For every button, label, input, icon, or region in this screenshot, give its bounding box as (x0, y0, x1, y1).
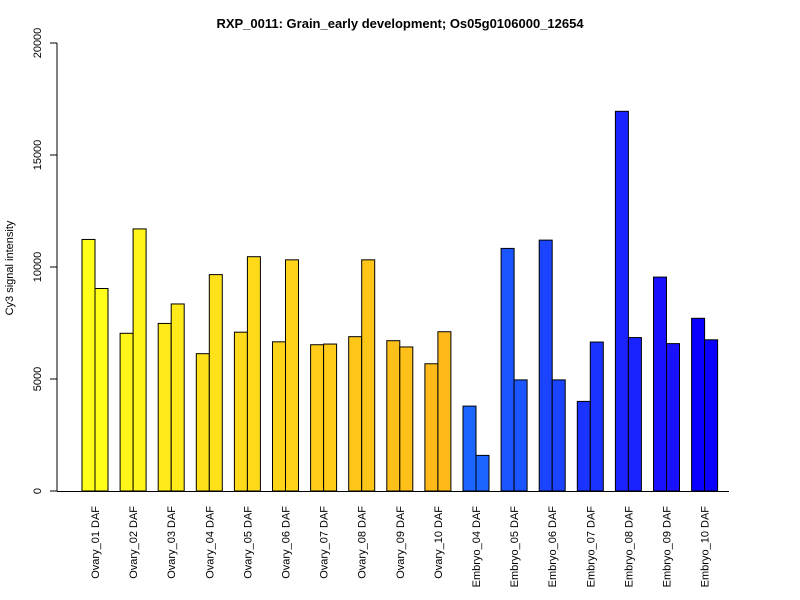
x-axis: Ovary_01 DAF Ovary_02 DAF Ovary_03 DAF Ovar… (57, 491, 729, 588)
y-tick-label: 20000 (32, 28, 44, 59)
y-tick-label: 0 (32, 488, 44, 494)
x-tick-label: Ovary_02 DAF (128, 506, 140, 579)
x-tick-label: Ovary_08 DAF (357, 506, 369, 579)
bar (399, 346, 414, 492)
bar (653, 276, 667, 492)
bar (666, 343, 680, 492)
bar (323, 343, 338, 492)
x-tick-label: Ovary_01 DAF (90, 506, 102, 579)
bar (386, 340, 401, 492)
bar (208, 274, 223, 492)
bar (310, 344, 325, 492)
x-tick-label: Embryo_05 DAF (509, 506, 521, 588)
x-tick-label: Ovary_07 DAF (319, 506, 331, 579)
bar (614, 110, 629, 492)
bar (157, 322, 172, 492)
bar (272, 341, 286, 492)
y-tick-label: 10000 (32, 252, 44, 283)
bar (538, 239, 553, 492)
x-tick-label: Embryo_07 DAF (585, 506, 597, 588)
y-tick-label: 15000 (32, 140, 44, 171)
bar (627, 337, 642, 492)
x-tick-label: Embryo_09 DAF (662, 506, 674, 588)
bar (513, 379, 528, 492)
bar (462, 405, 477, 492)
x-tick-label: Ovary_03 DAF (166, 506, 178, 579)
y-tick-label: 5000 (32, 367, 44, 391)
bar (551, 379, 566, 492)
bar (246, 256, 261, 492)
bars-group (81, 110, 719, 492)
x-tick-label: Ovary_05 DAF (242, 506, 254, 579)
bar (94, 288, 109, 492)
bar (348, 336, 363, 492)
bar (437, 331, 452, 492)
bar (589, 341, 604, 492)
bar (233, 331, 248, 492)
bar (170, 303, 185, 492)
x-tick-label: Ovary_09 DAF (395, 506, 407, 579)
bar (704, 339, 719, 492)
y-axis-label: Cy3 signal intensity (4, 220, 16, 315)
bar (475, 454, 490, 492)
x-tick-label: Embryo_08 DAF (623, 506, 635, 588)
bar (285, 259, 299, 492)
x-tick-label: Ovary_06 DAF (281, 506, 293, 579)
bar (424, 363, 439, 492)
chart-title: RXP_0011: Grain_early development; Os05g… (216, 16, 584, 31)
bar (195, 353, 210, 492)
bar (119, 332, 134, 492)
bar (691, 317, 706, 492)
bar (361, 259, 376, 492)
y-axis: 0 5000 10000 15000 20000 (32, 28, 58, 494)
x-tick-label: Embryo_06 DAF (547, 506, 559, 588)
bar (81, 238, 96, 492)
bar (500, 247, 515, 492)
bar (132, 228, 147, 492)
x-tick-label: Ovary_10 DAF (433, 506, 445, 579)
x-tick-label: Embryo_04 DAF (471, 506, 483, 588)
x-tick-label: Embryo_10 DAF (700, 506, 712, 588)
bar (576, 400, 591, 492)
x-tick-label: Ovary_04 DAF (204, 506, 216, 579)
